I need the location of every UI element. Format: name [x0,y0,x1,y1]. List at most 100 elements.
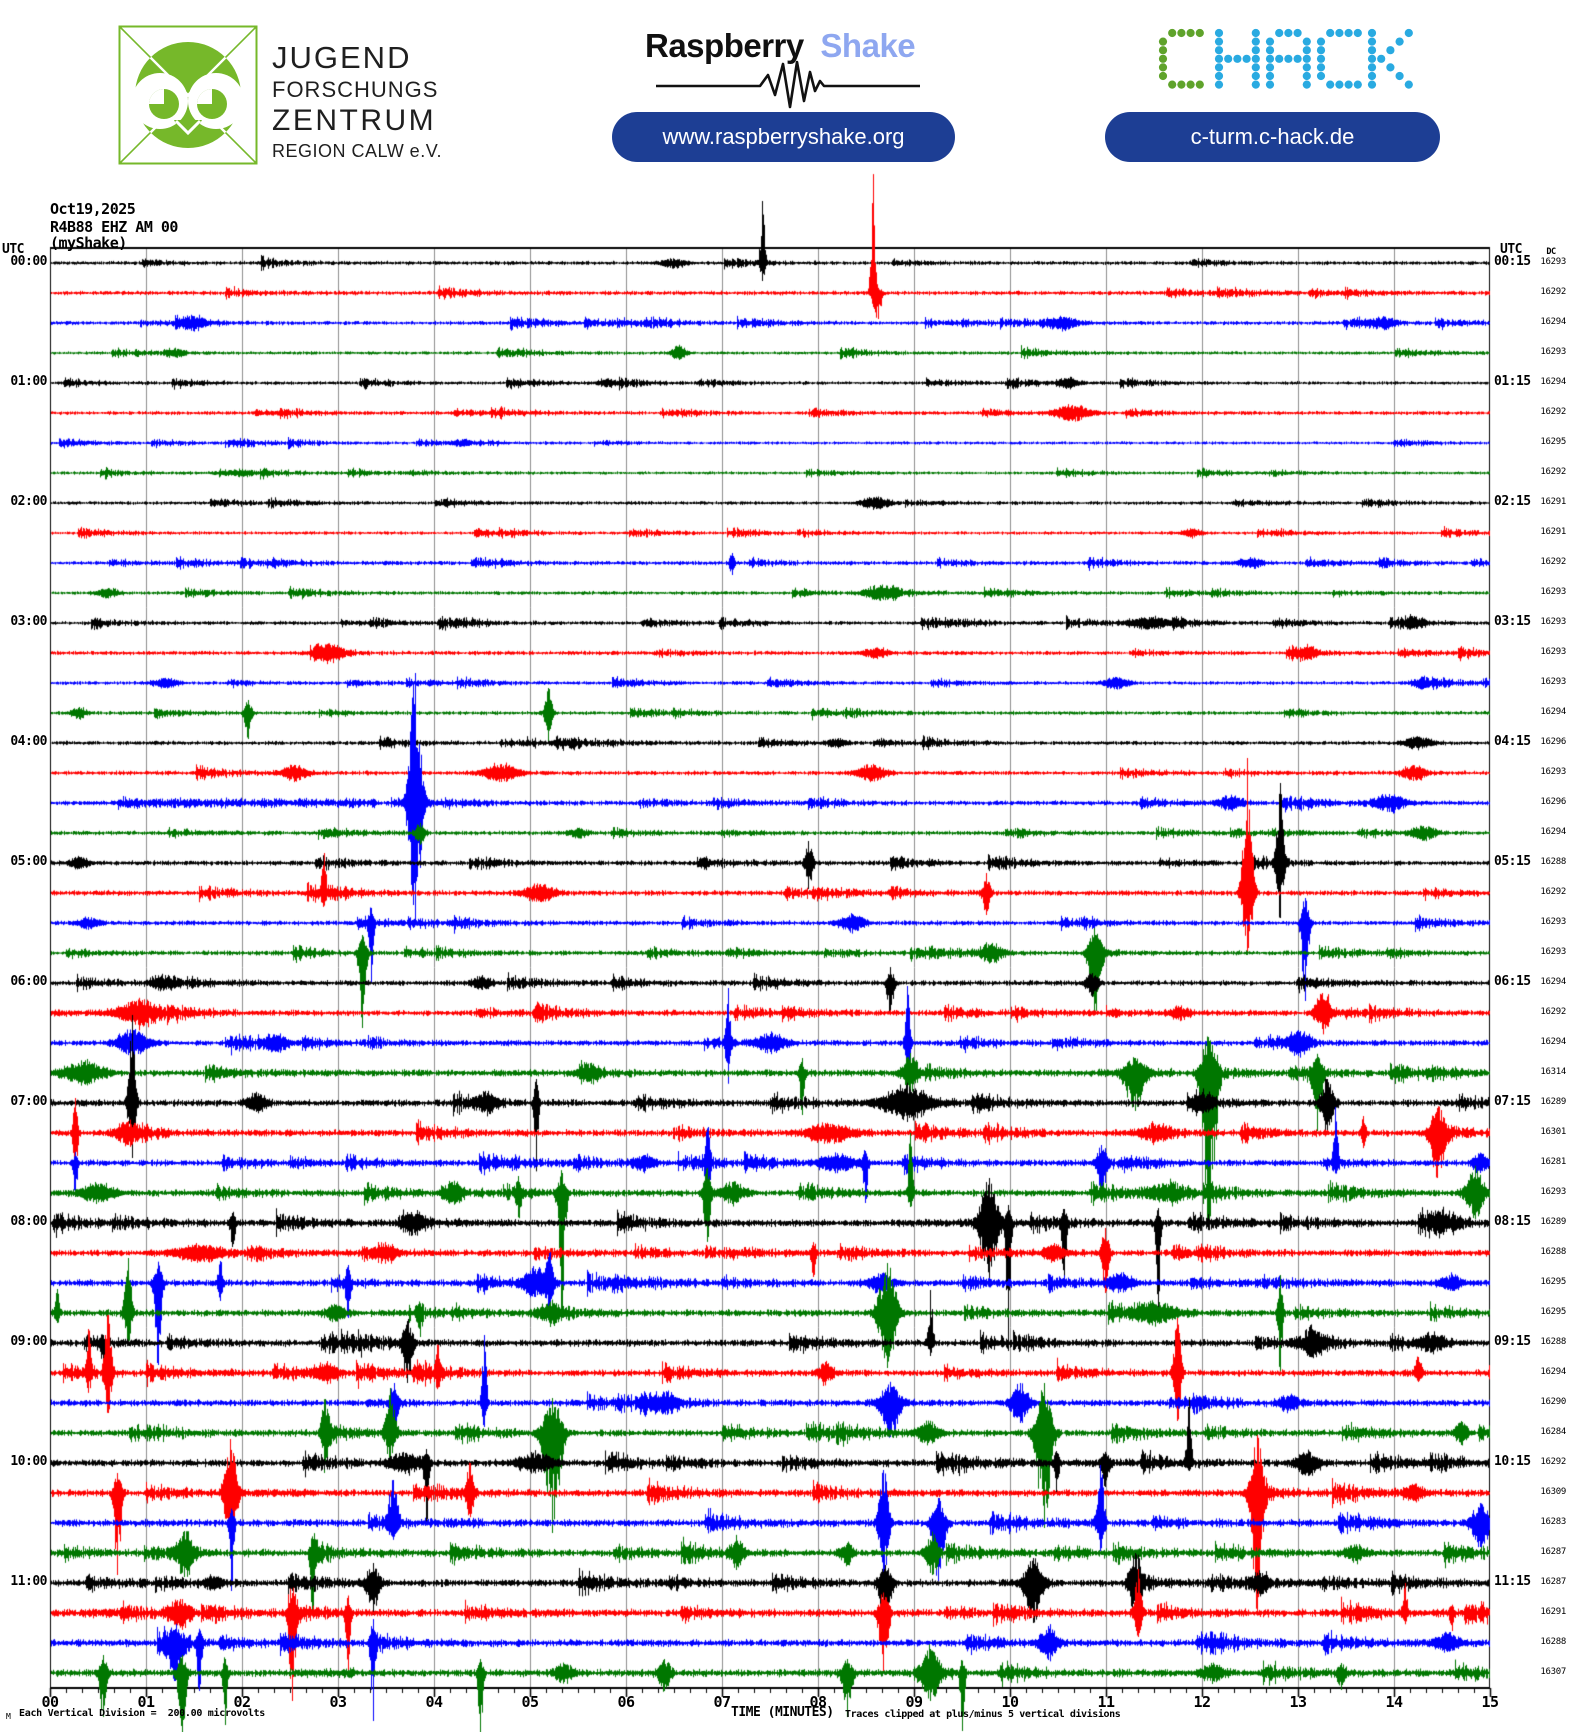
jfz-line-2: FORSCHUNGS [272,77,439,102]
left-time-label: 00:00 [10,254,47,269]
dc-value: 16292 [1540,1007,1566,1017]
helicorder-canvas [0,170,1570,1732]
utc-label-right: UTC [1500,242,1522,257]
x-tick-label: 03 [329,1693,347,1711]
x-tick-label: 15 [1481,1693,1499,1711]
dc-value: 16292 [1540,887,1566,897]
dc-value: 16287 [1540,1577,1566,1587]
dc-value: 16294 [1540,977,1566,987]
right-time-label: 11:15 [1494,1574,1531,1589]
dc-value: 16296 [1540,737,1566,747]
dc-value: 16296 [1540,797,1566,807]
right-time-label: 08:15 [1494,1214,1531,1229]
chack-url: c-turm.c-hack.de [1190,124,1355,149]
dc-value: 16281 [1540,1157,1566,1167]
dc-value: 16293 [1540,257,1566,267]
dc-value: 16288 [1540,857,1566,867]
dc-value: 16294 [1540,1037,1566,1047]
plot-network: (myShake) [50,234,127,252]
dc-value: 16295 [1540,1307,1566,1317]
dc-value: 16301 [1540,1127,1566,1137]
right-time-label: 05:15 [1494,854,1531,869]
x-tick-label: 10 [1001,1693,1019,1711]
left-time-label: 02:00 [10,494,47,509]
jfz-line-3: ZENTRUM [272,104,437,137]
vertical-scale-note: Each Vertical Division = 200.00 microvol… [19,1708,265,1719]
left-time-label: 04:00 [10,734,47,749]
dc-value: 16293 [1540,587,1566,597]
left-time-label: 11:00 [10,1574,47,1589]
right-time-label: 04:15 [1494,734,1531,749]
seismic-waveform-icon [656,60,920,109]
dc-value: 16291 [1540,497,1566,507]
x-tick-label: 08 [809,1693,827,1711]
left-time-label: 01:00 [10,374,47,389]
x-tick-label: 05 [521,1693,539,1711]
dc-value: 16287 [1540,1547,1566,1557]
dc-value: 16288 [1540,1337,1566,1347]
dc-value: 16294 [1540,317,1566,327]
chack-url-button[interactable]: c-turm.c-hack.de [1105,112,1440,162]
x-tick-label: 04 [425,1693,443,1711]
raspberryshake-wordmark-secondary: Shake [820,27,916,64]
left-time-label: 06:00 [10,974,47,989]
plot-station: R4B88 EHZ AM 00 [50,218,178,236]
dc-value: 16284 [1540,1427,1566,1437]
right-time-label: 02:15 [1494,494,1531,509]
dc-value: 16293 [1540,947,1566,957]
dc-value: 16309 [1540,1487,1566,1497]
clip-note: Traces clipped at plus/minus 5 vertical … [845,1709,1121,1720]
dc-value: 16293 [1540,767,1566,777]
x-tick-label: 07 [713,1693,731,1711]
x-tick-label: 14 [1385,1693,1403,1711]
dc-value: 16293 [1540,647,1566,657]
dc-column-header: DC [1546,247,1556,257]
x-tick-label: 09 [905,1693,923,1711]
dc-value: 16294 [1540,827,1566,837]
dc-value: 16292 [1540,557,1566,567]
dc-value: 16292 [1540,467,1566,477]
left-time-label: 09:00 [10,1334,47,1349]
dc-value: 16293 [1540,347,1566,357]
dc-value: 16295 [1540,437,1566,447]
dc-value: 16291 [1540,527,1566,537]
chack-logo [1155,28,1420,98]
dc-value: 16288 [1540,1637,1566,1647]
left-time-label: 10:00 [10,1454,47,1469]
dc-value: 16292 [1540,287,1566,297]
left-time-label: 05:00 [10,854,47,869]
dc-value: 16307 [1540,1667,1566,1677]
dc-value: 16293 [1540,677,1566,687]
dc-value: 16294 [1540,377,1566,387]
right-time-label: 03:15 [1494,614,1531,629]
x-tick-label: 06 [617,1693,635,1711]
left-time-label: 03:00 [10,614,47,629]
right-time-label: 06:15 [1494,974,1531,989]
x-tick-label: 12 [1193,1693,1211,1711]
x-tick-label: 13 [1289,1693,1307,1711]
dc-value: 16293 [1540,917,1566,927]
x-tick-label: 01 [137,1693,155,1711]
dc-value: 16288 [1540,1247,1566,1257]
raspberryshake-url-button[interactable]: www.raspberryshake.org [612,112,955,162]
owl-icon [118,25,258,165]
right-time-label: 09:15 [1494,1334,1531,1349]
raspberryshake-wordmark-primary: Raspberry [645,27,804,64]
utc-label-left: UTC [2,242,24,257]
x-tick-label: 02 [233,1693,251,1711]
dc-value: 16293 [1540,1187,1566,1197]
chack-dot-matrix-icon [1158,28,1413,89]
corner-glyph: M [6,1712,11,1721]
dc-value: 16292 [1540,407,1566,417]
left-time-label: 07:00 [10,1094,47,1109]
right-time-label: 01:15 [1494,374,1531,389]
plot-date: Oct19,2025 [50,200,136,218]
x-axis-title: TIME (MINUTES) [731,1705,834,1720]
jfz-wordmark: JUGEND FORSCHUNGS ZENTRUM REGION CALW e.… [272,42,442,160]
dc-value: 16290 [1540,1397,1566,1407]
dc-value: 16289 [1540,1217,1566,1227]
dc-value: 16292 [1540,1457,1566,1467]
right-time-label: 07:15 [1494,1094,1531,1109]
dc-value: 16295 [1540,1277,1566,1287]
